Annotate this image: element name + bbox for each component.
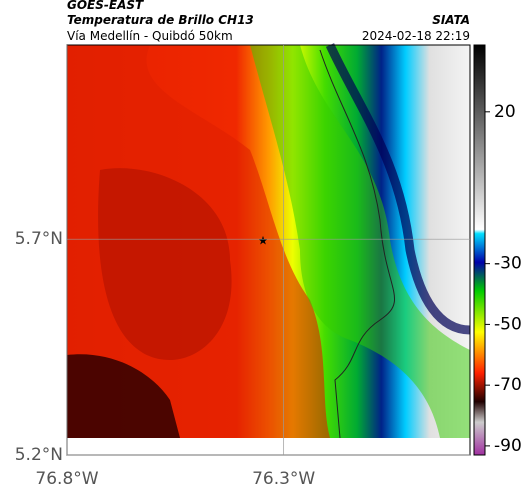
location-marker: ★ <box>258 234 269 248</box>
colorbar-tick-label: -30 <box>494 254 522 274</box>
satellite-image <box>67 43 471 439</box>
subtitle: Temperatura de Brillo CH13 <box>67 13 254 27</box>
y-tick-label: 5.7°N <box>15 229 63 249</box>
colorbar-tick-label: -90 <box>494 436 522 456</box>
colorbar <box>473 44 486 456</box>
colorbar-tick-label: 20 <box>494 102 516 122</box>
title: GOES-EAST <box>67 0 144 12</box>
location: Vía Medellín - Quibdó 50km <box>67 29 233 43</box>
datetime: 2024-02-18 22:19 <box>362 29 470 43</box>
colorbar-tick-label: -70 <box>494 375 522 395</box>
x-tick-label: 76.3°W <box>252 469 315 489</box>
x-tick-label: 76.8°W <box>35 469 98 489</box>
colorbar-tick-label: -50 <box>494 314 522 334</box>
source: SIATA <box>432 13 470 27</box>
y-tick-label: 5.2°N <box>15 445 63 465</box>
